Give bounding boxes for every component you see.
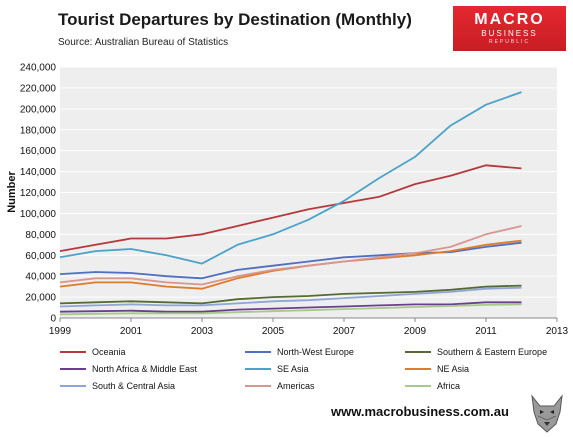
y-tick-label: 20,000 [25,293,56,304]
series-line-north-africa-middle-east [59,301,522,313]
chart-title: Tourist Departures by Destination (Month… [58,10,412,29]
y-tick-label: 60,000 [25,251,56,262]
y-tick-label: 180,000 [20,125,57,136]
legend-swatch [405,368,431,370]
y-tick-label: 200,000 [20,104,57,115]
logo-line-1: MACRO [474,11,545,28]
x-tick-label: 2001 [120,326,143,337]
y-tick-label: 140,000 [20,167,57,178]
legend-swatch [245,385,271,387]
legend-item: North Africa & Middle East [60,364,197,374]
y-tick-label: 240,000 [20,63,57,74]
x-tick-label: 1999 [49,326,72,337]
legend-swatch [60,385,86,387]
legend-item: South & Central Asia [60,381,175,391]
logo-line-2: BUSINESS [481,29,538,38]
legend-label: South & Central Asia [92,381,176,391]
legend-item: Africa [405,381,460,391]
legend-item: NE Asia [405,364,469,374]
y-tick-label: 0 [50,314,56,325]
macro-business-logo: MACRO BUSINESS REPUBLIC [453,6,566,51]
chart-subtitle: Source: Australian Bureau of Statistics [58,37,229,48]
legend-label: Southern & Eastern Europe [437,347,548,357]
series-line-oceania [59,164,522,252]
y-tick-label: 40,000 [25,272,56,283]
legend-item: North-West Europe [245,347,354,357]
y-axis-label: Number [6,171,18,213]
legend-item: Americas [245,381,315,391]
x-axis-tick-labels: 1999 2001 2003 2005 2007 2009 2011 2013 [49,318,569,337]
y-axis-tick-labels: 0 20,000 40,000 60,000 80,000 100,000 120,000 1… [20,63,57,325]
y-tick-label: 220,000 [20,83,57,94]
legend-label: North Africa & Middle East [92,364,198,374]
x-tick-label: 2009 [404,326,427,337]
y-tick-label: 80,000 [25,230,56,241]
series-lines [59,91,522,316]
legend-label: Americas [277,381,315,391]
legend-swatch [60,351,86,353]
y-tick-label: 100,000 [20,209,57,220]
legend-label: North-West Europe [277,347,354,357]
series-line-se-asia [59,91,522,265]
legend-label: NE Asia [437,364,470,374]
x-tick-label: 2007 [333,326,356,337]
website-url: www.macrobusiness.com.au [331,404,509,419]
legend-label: Africa [437,381,461,391]
gridlines [60,66,557,298]
series-line-americas [59,225,522,286]
x-tick-label: 2013 [546,326,569,337]
legend-item: Southern & Eastern Europe [405,347,547,357]
x-tick-label: 2011 [475,326,497,337]
y-tick-label: 160,000 [20,146,57,157]
legend-swatch [405,385,431,387]
series-line-south-central-asia [59,286,522,308]
series-line-southern-eastern-europe [59,284,522,305]
line-chart: 0 20,000 40,000 60,000 80,000 100,000 120,000 1… [6,63,569,338]
legend-swatch [245,351,271,353]
series-line-africa [59,303,522,316]
legend-swatch [60,368,86,370]
x-tick-label: 2003 [191,326,214,337]
x-tick-label: 2005 [262,326,285,337]
legend-item: SE Asia [245,364,309,374]
wolf-mascot-icon [531,394,563,433]
logo-line-3: REPUBLIC [488,39,530,45]
legend-swatch [405,351,431,353]
legend: Oceania North-West Europe Southern & Easte… [60,347,560,397]
legend-label: SE Asia [277,364,309,374]
y-tick-label: 120,000 [20,188,57,199]
legend-swatch [245,368,271,370]
legend-label: Oceania [92,347,126,357]
legend-item: Oceania [60,347,126,357]
